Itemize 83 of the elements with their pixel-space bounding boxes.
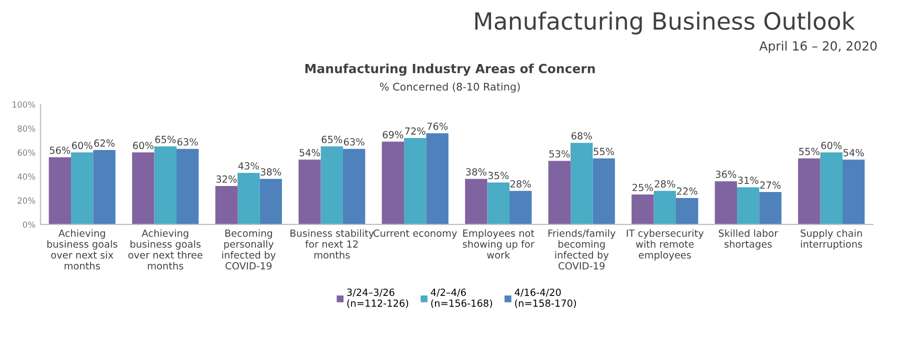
x-tick-label: Current economy <box>374 229 457 239</box>
data-label: 54% <box>844 149 864 156</box>
data-label: 55% <box>799 148 820 156</box>
bar <box>487 182 510 224</box>
data-label: 38% <box>260 168 282 176</box>
legend-label: 4/2–4/6 (n=156-168) <box>430 288 492 308</box>
data-label: 65% <box>155 136 176 144</box>
data-label: 62% <box>94 139 115 147</box>
bar <box>176 148 199 224</box>
data-label: 25% <box>632 184 653 192</box>
y-tick-label: 20% <box>18 197 36 204</box>
bar <box>215 186 238 224</box>
data-label: 76% <box>427 122 448 130</box>
legend-label: 3/24–3/26 (n=112-126) <box>347 288 408 308</box>
data-label: 68% <box>572 132 592 140</box>
y-tick-label: 80% <box>18 125 36 132</box>
data-label: 32% <box>216 175 237 183</box>
bar <box>820 152 842 224</box>
bar <box>798 158 820 224</box>
bar <box>570 142 593 224</box>
bar <box>426 133 448 224</box>
y-tick-label: 60% <box>18 149 36 156</box>
data-label: 28% <box>654 180 676 188</box>
data-label: 56% <box>50 146 70 154</box>
data-label: 53% <box>549 150 570 158</box>
bar <box>154 146 176 224</box>
data-label: 28% <box>510 180 531 188</box>
x-tick-label: Friends/family becoming infected by COVID-19 <box>548 229 616 270</box>
text: Manufacturing Business Outlook <box>475 12 855 34</box>
data-label: 72% <box>405 127 426 135</box>
bar <box>93 150 116 224</box>
bar <box>465 178 488 224</box>
x-tick-label: Supply chain interruptions <box>800 229 862 250</box>
data-label: 55% <box>594 148 614 156</box>
data-label: 65% <box>322 136 342 144</box>
x-tick-label: Achieving business goals over next six months <box>47 229 118 270</box>
x-tick-label: Skilled labor shortages <box>718 229 778 250</box>
y-tick-label: 100% <box>12 101 36 108</box>
bar <box>71 152 94 224</box>
y-tick-label: 40% <box>18 173 36 180</box>
bar <box>132 152 154 224</box>
bar <box>342 148 366 224</box>
data-label: 69% <box>382 130 404 138</box>
bar <box>548 160 571 224</box>
bar <box>320 146 343 224</box>
bar <box>404 138 426 224</box>
data-label: 63% <box>344 138 364 146</box>
y-tick-label: 0% <box>22 221 36 228</box>
data-label: 36% <box>716 170 736 178</box>
bar <box>654 190 676 224</box>
x-tick-label: Becoming personally infected by COVID-19 <box>222 229 276 270</box>
data-label: 54% <box>300 149 320 156</box>
data-label: 27% <box>760 181 781 189</box>
chart-subtitle: % Concerned (8-10 Rating) <box>380 82 520 93</box>
bar <box>592 158 615 224</box>
x-tick-label: IT cybersecurity with remote employees <box>626 229 704 261</box>
bar <box>260 178 282 224</box>
data-label: 60% <box>72 142 92 150</box>
bar <box>48 157 72 224</box>
chart-title: Manufacturing Industry Areas of Concern <box>305 64 595 76</box>
bar <box>737 187 760 224</box>
bar <box>759 192 782 224</box>
data-label: 38% <box>466 168 486 176</box>
text: April 16 – 20, 2020 <box>759 40 877 54</box>
data-label: 31% <box>738 176 758 184</box>
bar <box>382 142 404 224</box>
bar <box>632 194 654 224</box>
legend-label: 4/16-4/20 (n=158-170) <box>514 288 576 308</box>
data-label: 60% <box>133 142 154 150</box>
data-label: 60% <box>821 142 842 150</box>
bar <box>238 172 260 224</box>
x-tick-label: Achieving business goals over next three months <box>128 229 202 270</box>
data-label: 43% <box>238 162 259 170</box>
bar <box>842 160 865 224</box>
data-label: 22% <box>676 187 698 195</box>
data-label: 63% <box>177 138 198 146</box>
bar <box>509 190 532 224</box>
x-tick-label: Business stability for next 12 months <box>290 229 374 259</box>
bar <box>676 198 698 224</box>
bar <box>714 181 738 224</box>
x-tick-label: Employees not showing up for work <box>462 229 534 259</box>
data-label: 35% <box>488 172 509 180</box>
bar <box>298 160 321 224</box>
